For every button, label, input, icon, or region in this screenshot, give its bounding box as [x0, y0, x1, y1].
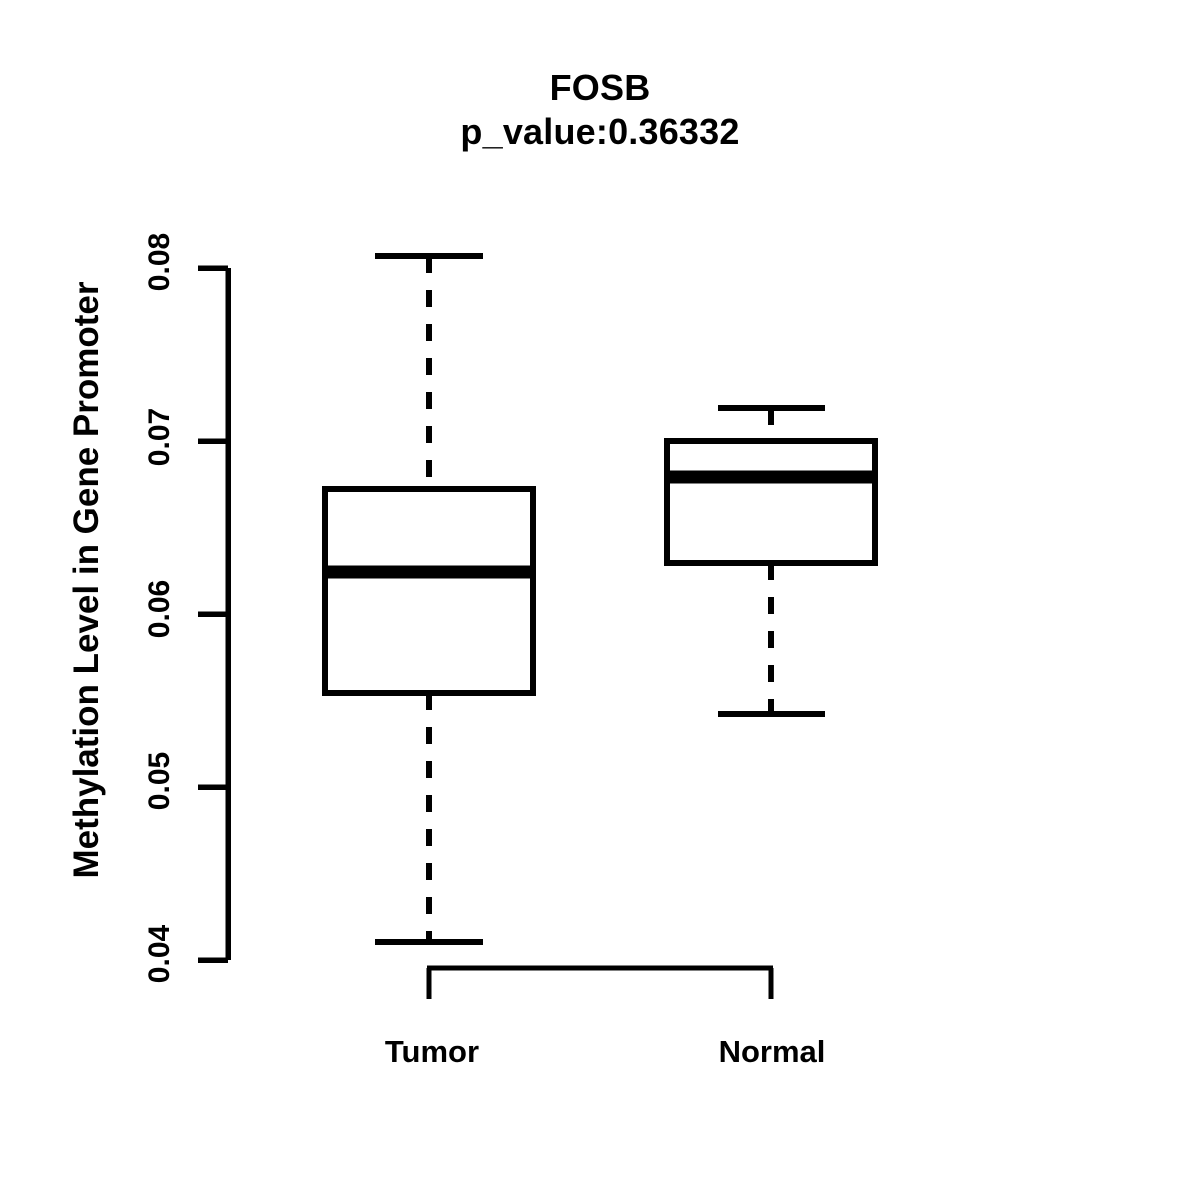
box-rect-tumor — [322, 486, 536, 696]
x-tick-label-tumor: Tumor — [384, 1034, 480, 1069]
box-group-normal — [664, 405, 878, 717]
chart-subtitle-pvalue: p_value:0.36332 — [460, 110, 740, 152]
box-rect-normal — [664, 438, 878, 566]
box-group-tumor — [322, 253, 536, 945]
chart-title: FOSB — [549, 67, 651, 108]
chart-title-block: FOSB p_value:0.36332 — [0, 66, 1200, 154]
x-tick-label-normal: Normal — [718, 1034, 826, 1069]
